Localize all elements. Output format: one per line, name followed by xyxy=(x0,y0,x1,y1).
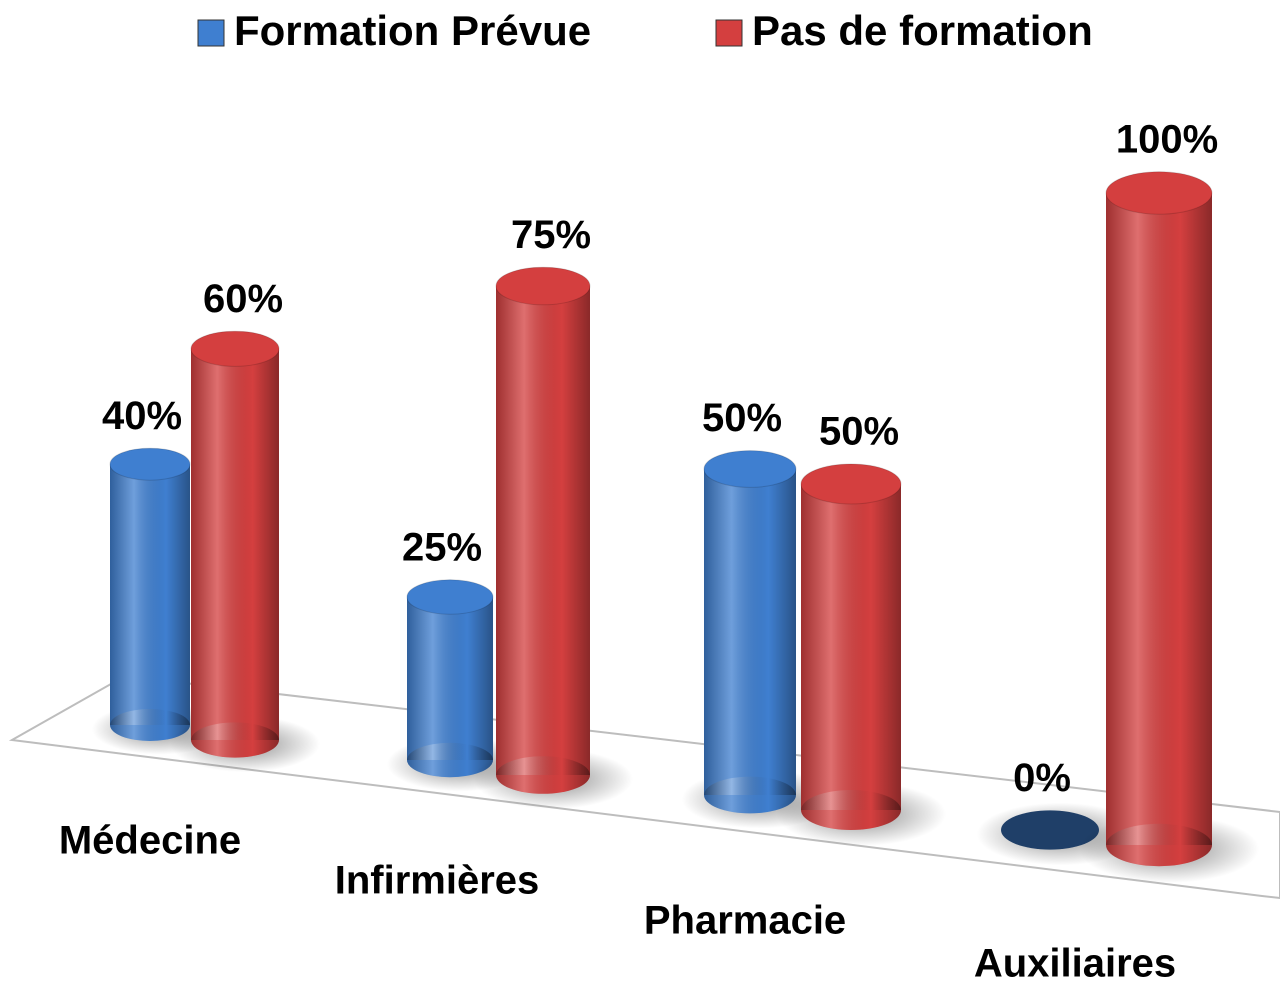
bar-top xyxy=(406,579,494,615)
bar-top xyxy=(190,330,280,367)
legend-swatch xyxy=(715,19,743,47)
bar-top xyxy=(703,450,797,488)
x-tick-label: Infirmières xyxy=(335,859,540,903)
data-label: 60% xyxy=(203,277,283,321)
bar-shade xyxy=(1106,193,1212,845)
bar-top xyxy=(1105,171,1213,215)
x-tick-label: Pharmacie xyxy=(644,899,846,943)
bar-shade xyxy=(801,484,901,810)
bar-shade xyxy=(110,464,190,725)
data-label: 50% xyxy=(702,396,782,440)
bar-shade xyxy=(704,469,796,795)
data-label: 75% xyxy=(511,213,591,257)
data-label: 50% xyxy=(819,410,899,454)
bar-shade xyxy=(407,597,493,760)
bar-top xyxy=(495,266,591,306)
data-label: 0% xyxy=(1013,756,1071,800)
x-tick-label: Auxiliaires xyxy=(974,942,1176,986)
bar xyxy=(1001,810,1099,850)
bar-shade xyxy=(496,286,590,775)
plot: Formation Prévue Pas de formation Médecine… xyxy=(59,7,1260,986)
data-label: 40% xyxy=(102,394,182,438)
data-label: 25% xyxy=(402,525,482,569)
bar-top xyxy=(800,463,902,505)
bar-shade xyxy=(191,348,279,740)
legend-label: Formation Prévue xyxy=(234,7,591,54)
data-label: 100% xyxy=(1116,117,1218,161)
floor xyxy=(8,674,1280,900)
legend-label: Pas de formation xyxy=(752,7,1093,54)
legend-swatch xyxy=(197,19,225,47)
x-tick-label: Médecine xyxy=(59,819,241,863)
bar-top xyxy=(109,447,191,481)
